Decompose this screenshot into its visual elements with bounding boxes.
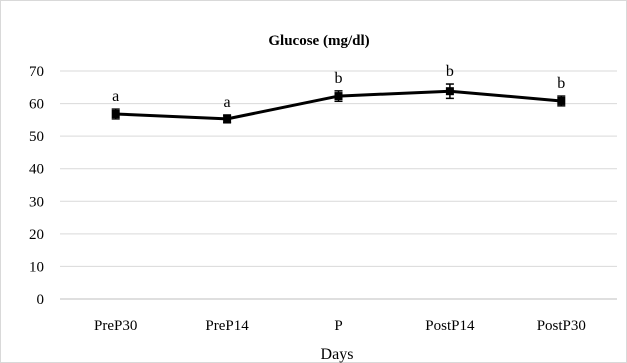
significance-label: a xyxy=(224,94,231,111)
significance-label: b xyxy=(335,70,343,87)
gridlines xyxy=(60,70,617,300)
x-tick-label: PostP14 xyxy=(425,318,475,334)
data-point xyxy=(557,96,566,105)
significance-label: a xyxy=(112,88,119,105)
y-tick-label: 10 xyxy=(29,259,44,275)
chart-title: Glucose (mg/dl) xyxy=(268,33,369,49)
data-point xyxy=(223,114,232,123)
y-tick-label: 50 xyxy=(29,129,44,145)
significance-labels: a a b b b xyxy=(112,63,565,111)
y-axis-ticks: 0 10 20 30 40 50 60 70 xyxy=(29,64,44,308)
y-tick-label: 40 xyxy=(29,162,44,178)
y-tick-label: 70 xyxy=(29,64,44,80)
y-tick-label: 60 xyxy=(29,97,44,113)
y-tick-label: 20 xyxy=(29,227,44,243)
x-axis-title: Days xyxy=(321,346,354,363)
x-tick-label: PreP14 xyxy=(205,318,249,334)
data-points xyxy=(111,87,566,123)
y-tick-label: 30 xyxy=(29,194,44,210)
x-tick-label: PreP30 xyxy=(94,318,137,334)
data-point xyxy=(445,87,454,96)
x-tick-label: PostP30 xyxy=(537,318,586,334)
x-axis-ticks: PreP30 PreP14 P PostP14 PostP30 xyxy=(94,318,586,334)
y-tick-label: 0 xyxy=(37,292,45,308)
significance-label: b xyxy=(446,63,454,80)
x-tick-label: P xyxy=(334,318,342,334)
data-point xyxy=(334,92,343,101)
data-point xyxy=(111,109,120,118)
significance-label: b xyxy=(557,75,565,92)
